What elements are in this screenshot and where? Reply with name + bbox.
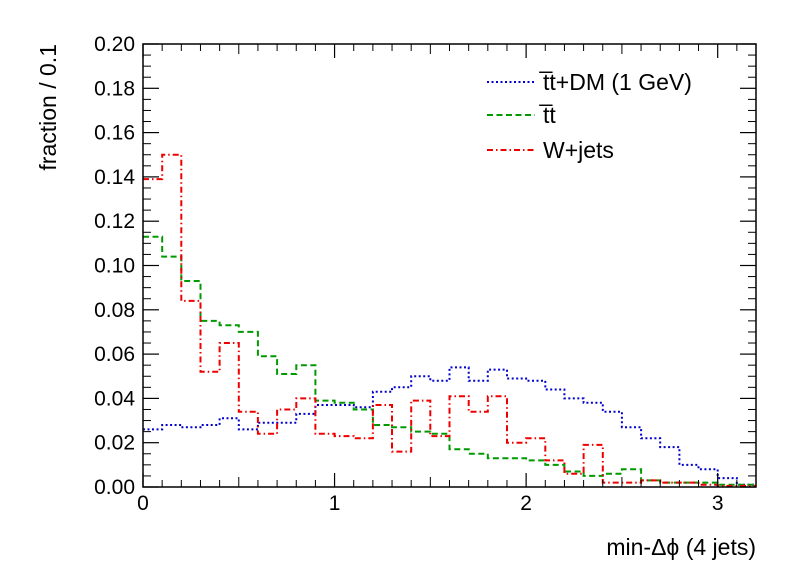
y-tick-label: 0.20	[94, 33, 135, 56]
y-tick-label: 0.18	[94, 77, 135, 100]
legend-label-2: W+jets	[543, 137, 614, 163]
legend-label-1: t̅t	[539, 102, 556, 128]
axis-tick-labels: 0 1 2 3 0.00 0.02 0.04 0.06 0.08 0.10 0.12 0.14 0.16…	[94, 33, 723, 515]
legend: t̅t+DM (1 GeV) t̅t W+jets	[487, 69, 692, 163]
y-tick-label: 0.10	[94, 255, 135, 278]
y-tick-label: 0.08	[94, 299, 135, 322]
y-tick-label: 0.16	[94, 122, 135, 145]
x-tick-label: 1	[329, 492, 341, 515]
y-tick-label: 0.02	[94, 432, 135, 455]
plot-frame	[142, 43, 757, 488]
x-tick-label: 2	[520, 492, 532, 515]
y-tick-label: 0.14	[94, 166, 135, 189]
y-tick-label: 0.06	[94, 343, 135, 366]
x-axis-label: min-Δϕ (4 jets)	[606, 534, 756, 560]
y-tick-label: 0.00	[94, 476, 135, 499]
y-axis-label: fraction / 0.1	[35, 44, 61, 171]
legend-label-0: t̅t+DM (1 GeV)	[539, 69, 692, 95]
y-tick-label: 0.04	[94, 387, 135, 410]
x-tick-label: 3	[712, 492, 724, 515]
series-line-1	[143, 235, 756, 486]
x-tick-label: 0	[137, 492, 149, 515]
histogram-marks	[143, 153, 756, 487]
axis-ticks	[142, 43, 757, 488]
y-tick-label: 0.12	[94, 210, 135, 233]
series-line-2	[143, 153, 756, 487]
